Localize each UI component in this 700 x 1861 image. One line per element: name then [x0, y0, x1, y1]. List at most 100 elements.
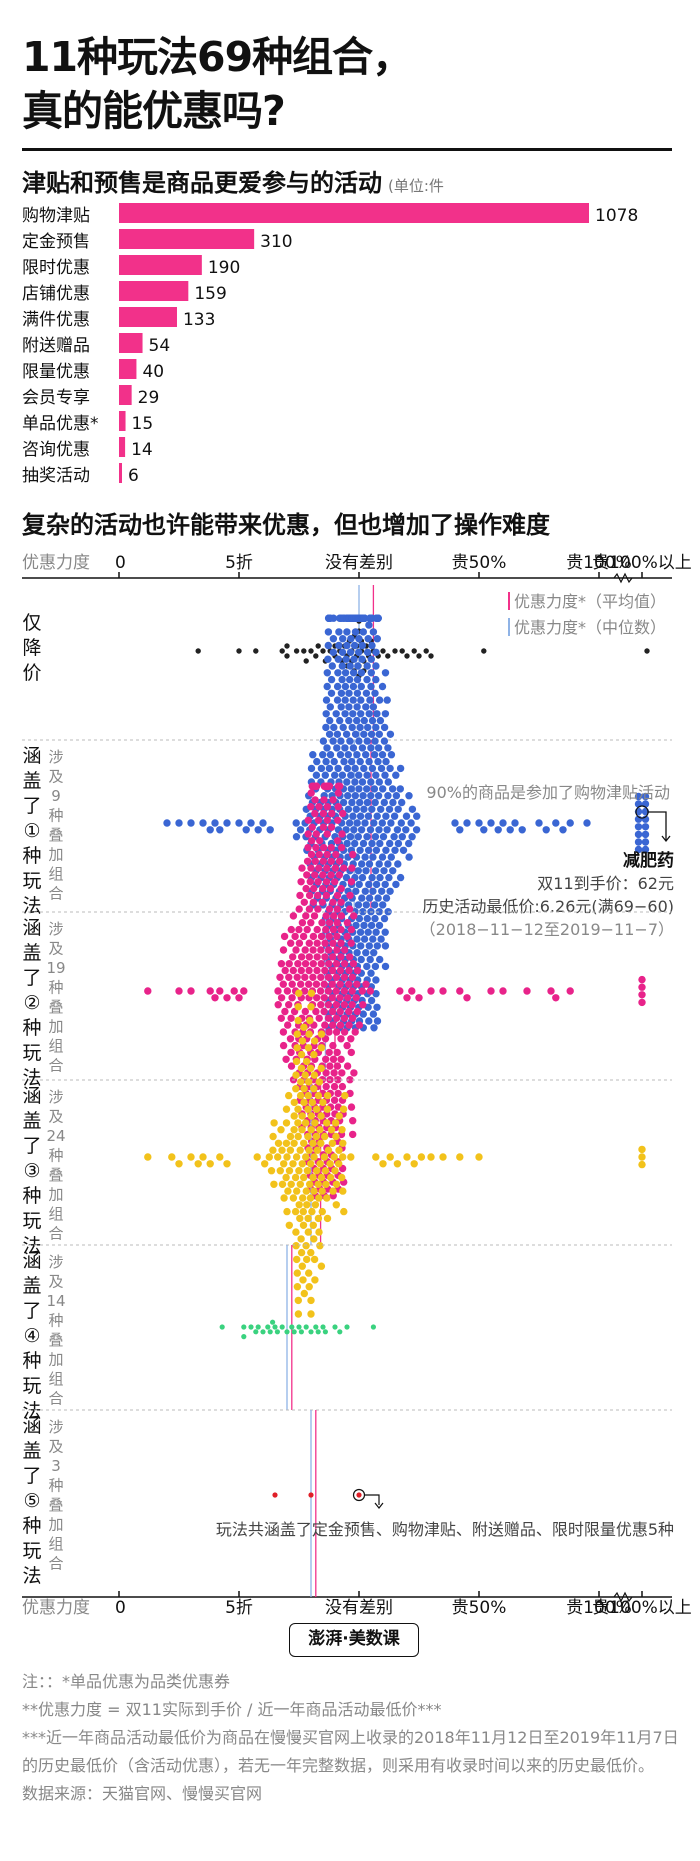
group-3-point	[303, 871, 311, 879]
group-2-point	[235, 819, 243, 827]
group-4-point	[216, 1153, 224, 1161]
group-3-point	[338, 830, 346, 838]
group-4-point	[393, 1160, 402, 1168]
group-2-label-char: 玩	[22, 870, 41, 892]
group-6-label-char: 了	[22, 1465, 41, 1487]
group-2-point	[292, 819, 300, 827]
group-2-point	[380, 867, 388, 875]
group-2-point	[343, 641, 351, 650]
group-2-point	[372, 928, 380, 936]
group-3-point	[328, 966, 337, 975]
group-2-point	[349, 710, 357, 718]
group-3-point	[334, 1076, 342, 1084]
group-4-point	[284, 1187, 292, 1195]
group-5-label-char: 盖	[22, 1275, 41, 1297]
group-4-point	[327, 1126, 336, 1134]
group-3-point	[317, 1001, 325, 1009]
group-2-point	[339, 635, 347, 643]
group-2-callout-line: （2018−11−12至2019−11−7）	[420, 920, 674, 939]
group-2-point	[381, 928, 389, 936]
group-4-point	[295, 989, 303, 997]
title-line-2: 真的能优惠吗?	[22, 87, 286, 135]
group-1-point	[423, 648, 429, 654]
group-3-point	[329, 898, 337, 906]
group-4-point	[286, 1132, 295, 1141]
group-2-point	[405, 853, 413, 861]
group-2-label-char: ①	[23, 820, 40, 842]
group-4-point	[297, 1248, 306, 1257]
bottom-tick-label: 贵100%以上	[592, 1598, 692, 1618]
group-4-point	[317, 1262, 326, 1270]
group-2-point	[386, 887, 394, 895]
group-2-point	[373, 1017, 382, 1025]
group-4-point	[298, 1112, 306, 1120]
group-6-callout-line: 玩法共涵盖了定金预售、购物津贴、附送赠品、限时限量优惠5种	[216, 1520, 674, 1539]
group-3-point	[235, 994, 243, 1002]
group-6-point	[272, 1492, 278, 1498]
group-3-point	[345, 1007, 353, 1016]
group-5-point	[265, 1324, 271, 1330]
group-1-point	[253, 648, 259, 654]
group-2-point	[390, 833, 398, 841]
group-2-point	[349, 744, 358, 752]
group-4-point	[304, 1132, 312, 1141]
group-4-point	[324, 1146, 333, 1154]
note-1: 注：：*单品优惠为品类优惠券	[22, 1672, 231, 1691]
group-2-point	[367, 996, 376, 1005]
group-4-point	[277, 1126, 285, 1134]
group-2-point	[365, 894, 374, 902]
group-4-point	[269, 1132, 277, 1141]
group-3-point	[277, 1014, 285, 1022]
group-3-point	[312, 1007, 320, 1016]
group-2-point	[369, 853, 377, 861]
group-2-point	[348, 798, 356, 807]
top-tick-label: 贵100%	[566, 553, 632, 573]
group-3-point	[328, 1007, 337, 1016]
group-3-point	[337, 925, 345, 934]
group-2-point	[407, 819, 415, 827]
group-2-point	[353, 935, 361, 943]
group-2-point	[356, 798, 364, 807]
group-3-point	[343, 1062, 352, 1070]
group-3-point	[337, 1035, 345, 1043]
group-2-sublabel-char: 加	[48, 846, 63, 864]
group-2-point	[337, 703, 345, 711]
group-1-point	[416, 653, 422, 659]
group-2-point	[345, 689, 353, 697]
group-3-point	[281, 1007, 289, 1016]
group-4-point	[314, 1214, 323, 1223]
group-2-point	[378, 751, 387, 759]
group-2-point	[351, 778, 359, 786]
group-2-point	[363, 675, 371, 684]
group-2-point	[333, 744, 341, 752]
group-4-point	[294, 1119, 302, 1127]
group-5-sublabel-char: 涉	[48, 1253, 63, 1271]
group-2-point	[381, 880, 389, 889]
group-4-point	[314, 1091, 323, 1100]
group-4-point	[298, 1037, 307, 1045]
group-2-point	[412, 826, 421, 834]
group-3-label-char: ②	[23, 992, 40, 1014]
group-4-point	[294, 1310, 303, 1318]
group-2-point	[343, 764, 352, 773]
group-2-point	[353, 675, 362, 684]
group-2-point	[392, 771, 400, 779]
group-3-point	[313, 953, 321, 961]
group-2-point	[322, 696, 331, 704]
group-2-point	[342, 730, 351, 738]
group-3-point	[327, 871, 335, 879]
group-5-point	[322, 1329, 328, 1335]
group-4-point	[293, 1030, 301, 1038]
bar-category-label: 店铺优惠	[22, 284, 90, 304]
group-3-point	[311, 796, 319, 804]
group-2-point	[365, 621, 373, 629]
group-4-point	[475, 1153, 483, 1161]
group-4-point	[292, 1057, 301, 1066]
group-3-point	[309, 973, 317, 981]
group-3-point	[336, 966, 345, 975]
group-3-point	[350, 1069, 358, 1077]
group-3-point	[304, 830, 312, 838]
group-4-label-char: ③	[23, 1160, 40, 1182]
group-2-point	[367, 730, 376, 738]
group-2-point	[359, 628, 367, 636]
